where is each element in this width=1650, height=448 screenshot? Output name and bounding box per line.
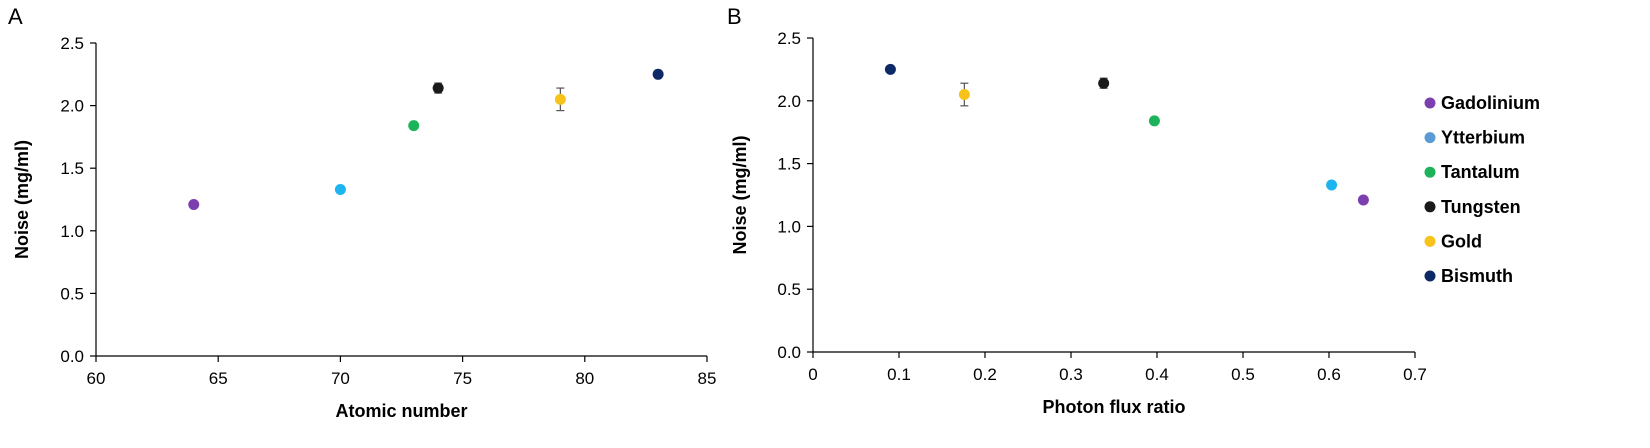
panel-b-point-gold: [958, 89, 970, 101]
panel-a-point-ytterbium: [334, 183, 346, 195]
panel-b-x-tick-label: 0.1: [887, 365, 911, 384]
panel-a-y-tick-label: 0.5: [60, 284, 84, 303]
panel-a-x-tick-label: 65: [209, 369, 228, 388]
panel-a-x-tick-label: 75: [453, 369, 472, 388]
panel-b-y-axis-title: Noise (mg/ml): [730, 135, 750, 254]
panel-b-point-tungsten: [1098, 77, 1110, 89]
legend-label-tantalum: Tantalum: [1441, 162, 1520, 182]
panel-b-point-ytterbium: [1326, 179, 1338, 191]
panel-a-point-gadolinium: [188, 199, 200, 211]
legend-label-gadolinium: Gadolinium: [1441, 93, 1540, 113]
panel-b-x-tick-label: 0.2: [973, 365, 997, 384]
panel-b-x-tick-label: 0.4: [1145, 365, 1169, 384]
panel-b-letter: B: [727, 4, 742, 29]
legend-marker-gold: [1424, 235, 1436, 247]
panel-a-point-tungsten: [432, 82, 444, 94]
panel-a-y-tick-label: 2.0: [60, 97, 84, 116]
panel-a-x-tick-label: 85: [698, 369, 717, 388]
panel-a-x-tick-label: 80: [575, 369, 594, 388]
panel-a-y-tick-label: 2.5: [60, 34, 84, 53]
legend-label-tungsten: Tungsten: [1441, 197, 1521, 217]
legend-marker-gadolinium: [1424, 97, 1436, 109]
panel-b-x-tick-label: 0.5: [1231, 365, 1255, 384]
legend-label-gold: Gold: [1441, 231, 1482, 251]
panel-a-y-tick-label: 0.0: [60, 347, 84, 366]
panel-a-y-axis-title: Noise (mg/ml): [12, 140, 32, 259]
panel-b-y-tick-label: 1.0: [777, 217, 801, 236]
panel-a-letter: A: [8, 4, 23, 29]
panel-a-point-gold: [554, 93, 566, 105]
panel-b-point-tantalum: [1148, 115, 1160, 127]
panel-b-y-tick-label: 0.0: [777, 343, 801, 362]
panel-b-x-axis-title: Photon flux ratio: [1043, 397, 1186, 417]
legend-marker-bismuth: [1424, 270, 1436, 282]
panel-a-y-tick-label: 1.0: [60, 222, 84, 241]
legend-marker-tungsten: [1424, 201, 1436, 213]
panel-b-x-tick-label: 0.6: [1317, 365, 1341, 384]
legend-label-ytterbium: Ytterbium: [1441, 128, 1525, 148]
panel-b-point-gadolinium: [1357, 194, 1369, 206]
panel-b-y-tick-label: 2.0: [777, 92, 801, 111]
panel-b-y-tick-label: 2.5: [777, 29, 801, 48]
legend-marker-ytterbium: [1424, 132, 1436, 144]
legend-label-bismuth: Bismuth: [1441, 266, 1513, 286]
panel-b-x-tick-label: 0: [808, 365, 817, 384]
panel-b-x-tick-label: 0.7: [1403, 365, 1427, 384]
panel-a-x-tick-label: 60: [87, 369, 106, 388]
panel-b-y-tick-label: 1.5: [777, 155, 801, 174]
panel-a-x-axis-title: Atomic number: [335, 401, 467, 421]
panel-a-point-bismuth: [652, 68, 664, 80]
panel-a-y-tick-label: 1.5: [60, 159, 84, 178]
panel-b-point-bismuth: [884, 63, 896, 75]
panel-b-y-tick-label: 0.5: [777, 280, 801, 299]
panel-b-x-tick-label: 0.3: [1059, 365, 1083, 384]
panel-a-x-tick-label: 70: [331, 369, 350, 388]
legend-marker-tantalum: [1424, 166, 1436, 178]
panel-a-point-tantalum: [408, 120, 420, 132]
